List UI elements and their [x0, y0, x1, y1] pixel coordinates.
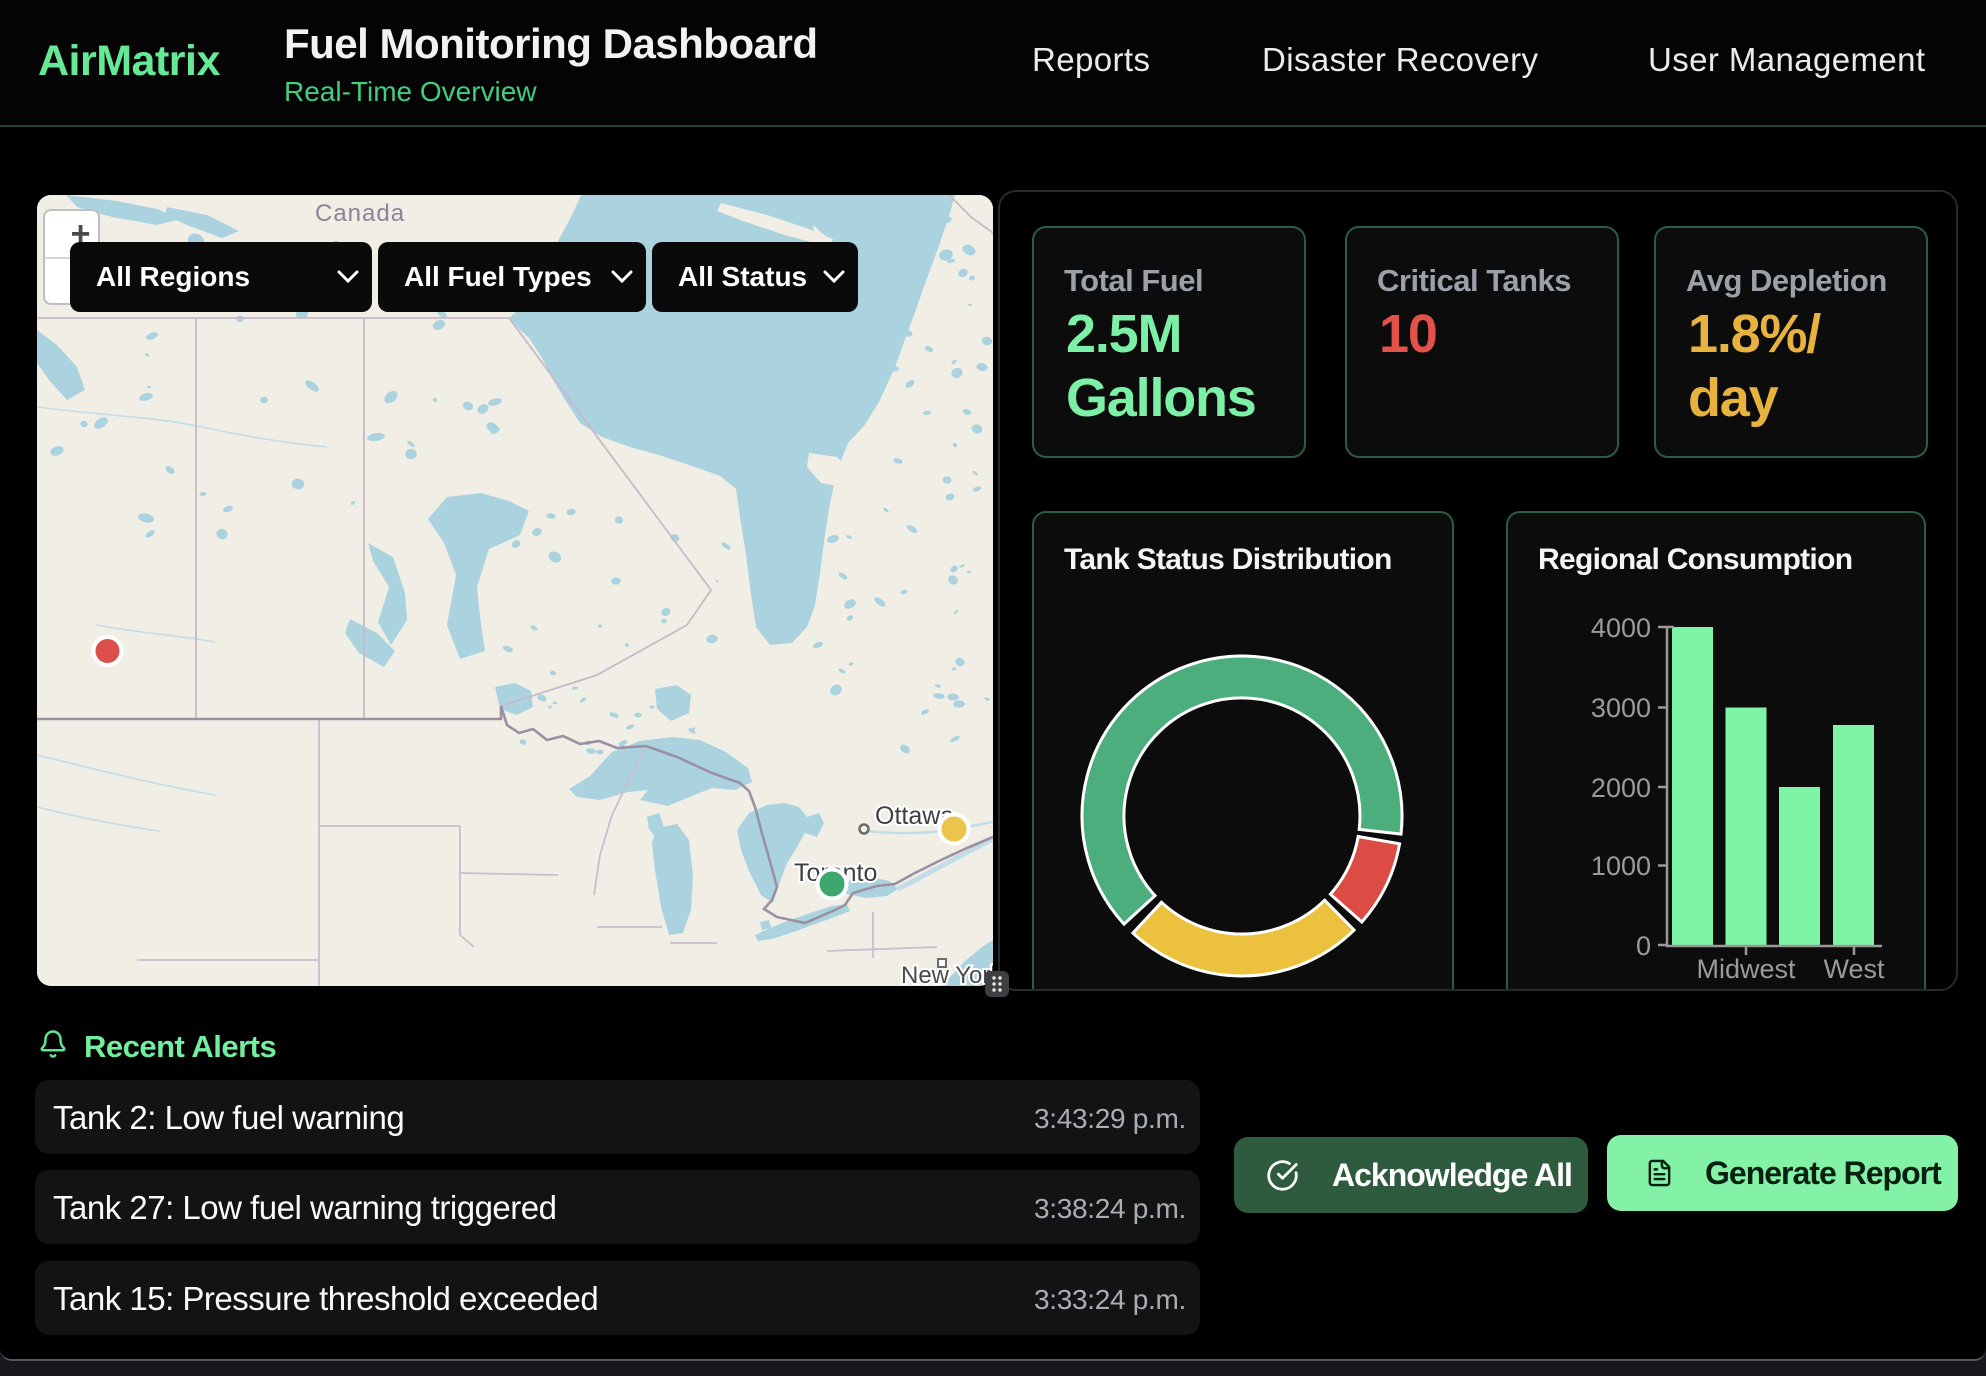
svg-text:New York: New York [901, 962, 993, 986]
svg-text:3000: 3000 [1591, 693, 1651, 723]
svg-text:Canada: Canada [315, 200, 405, 227]
svg-text:Midwest: Midwest [1696, 954, 1796, 984]
svg-text:4000: 4000 [1591, 613, 1651, 643]
svg-text:West: West [1823, 954, 1885, 984]
svg-text:2000: 2000 [1591, 773, 1651, 803]
svg-text:0: 0 [1636, 931, 1651, 961]
svg-text:1000: 1000 [1591, 851, 1651, 881]
